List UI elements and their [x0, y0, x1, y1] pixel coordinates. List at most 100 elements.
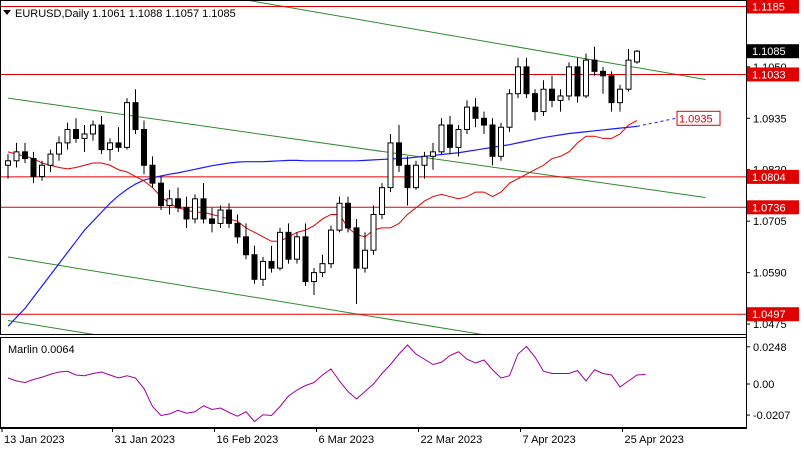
candle-bear	[226, 209, 232, 224]
level-label-box	[747, 169, 799, 184]
candle-bull	[56, 142, 62, 155]
candle-bear	[115, 142, 122, 148]
candle-bull	[617, 88, 623, 104]
level-label-text: 1.1033	[752, 69, 786, 81]
candle-bull	[64, 128, 71, 144]
candle-bull	[319, 263, 326, 274]
level-label-text: 1.0804	[752, 172, 786, 184]
level-label-box	[747, 307, 799, 322]
candle-bull	[336, 202, 343, 231]
candle-bear	[141, 128, 147, 166]
candle-bull	[107, 142, 113, 151]
candlesticks	[5, 46, 640, 304]
candle-bull	[217, 209, 224, 224]
candle-bull	[328, 229, 334, 265]
candle-bull	[294, 236, 300, 260]
candle-bear	[132, 102, 139, 130]
ma-fast-line	[7, 120, 638, 242]
candle-bear	[472, 106, 479, 119]
candle-bear	[200, 198, 207, 220]
osc-tick-label: -0.0207	[753, 410, 790, 422]
candle-bull	[311, 272, 317, 283]
candle-bear	[591, 59, 598, 72]
date-axis-labels: 13 Jan 2023 31 Jan 2023 16 Feb 2023 6 Mar 2…	[1, 428, 684, 446]
oscillator-line	[7, 344, 646, 423]
ma-projection-line	[636, 117, 677, 127]
candle-bear	[345, 202, 351, 229]
osc-tick-label: 0.0248	[753, 342, 787, 354]
candle-bear	[404, 164, 411, 189]
candle-bull	[625, 59, 632, 90]
osc-tick-label: 0.00	[753, 379, 774, 391]
indicator-panel-frame	[0, 337, 747, 428]
candle-bull	[370, 213, 377, 251]
symbol-dropdown-icon[interactable]	[3, 10, 11, 15]
price-tick-label: 1.0705	[753, 216, 787, 228]
ma-projection-box	[676, 110, 721, 126]
candle-bull	[387, 142, 394, 189]
candle-bull	[192, 198, 198, 220]
date-tick-label: 16 Feb 2023	[217, 434, 279, 446]
symbol-header: EURUSD,Daily 1.1061 1.1088 1.1057 1.1085	[15, 8, 236, 20]
candle-bull	[421, 155, 428, 166]
candle-bull	[430, 151, 436, 157]
candle-bull	[557, 95, 564, 101]
candle-bear	[481, 117, 487, 126]
candle-bull	[5, 160, 11, 166]
date-tick-label: 7 Apr 2023	[523, 434, 576, 446]
oscillator-series	[7, 344, 646, 423]
date-tick-label: 31 Jan 2023	[115, 434, 176, 446]
candle-bear	[175, 198, 181, 209]
candle-bear	[98, 124, 105, 151]
candle-bull	[47, 153, 54, 166]
candle-bear	[489, 124, 496, 157]
candle-bull	[362, 249, 368, 269]
level-label-box	[747, 67, 799, 82]
level-labels: 1.1185 1.1033 1.0804 1.0736 1.0497 1.1085	[747, 0, 799, 322]
candle-bear	[73, 128, 79, 139]
candle-bull	[455, 128, 462, 148]
candle-bear	[608, 75, 615, 104]
candle-bull	[506, 93, 513, 128]
candle-bull	[166, 198, 173, 207]
candle-bull	[277, 231, 283, 269]
candle-bear	[183, 207, 190, 220]
date-tick-label: 13 Jan 2023	[4, 434, 65, 446]
price-tick-label: 1.0475	[753, 319, 787, 331]
candle-bull	[438, 124, 445, 153]
level-label-text: 1.0497	[752, 309, 786, 321]
candle-bull	[81, 133, 88, 139]
candle-bear	[396, 142, 402, 166]
level-label-box	[747, 0, 799, 14]
candle-bull	[498, 126, 504, 157]
candle-bear	[158, 182, 164, 207]
date-tick-label: 22 Mar 2023	[421, 434, 483, 446]
candle-bull	[379, 187, 385, 215]
candle-bear	[285, 231, 292, 260]
level-label-text: 1.0736	[752, 202, 786, 214]
candle-bear	[268, 260, 275, 269]
date-tick-label: 6 Mar 2023	[319, 434, 375, 446]
horizontal-levels	[1, 5, 746, 315]
candle-bear	[447, 124, 453, 148]
level-label-text: 1.1185	[752, 1, 785, 13]
candle-bear	[600, 70, 606, 77]
candle-bear	[523, 66, 530, 95]
candle-bear	[353, 227, 360, 269]
indicator-label: Marlin 0.0064	[8, 344, 75, 356]
candle-bull	[515, 66, 521, 95]
candle-bear	[149, 164, 156, 184]
candle-bear	[549, 88, 555, 101]
candle-bear	[209, 218, 215, 224]
current-price-box	[747, 44, 799, 59]
candle-bull	[260, 260, 266, 280]
price-tick-label: 1.0590	[753, 268, 787, 280]
candle-bull	[464, 106, 470, 130]
candle-bull	[413, 164, 419, 189]
candle-bull	[13, 151, 20, 162]
candle-bull	[39, 164, 45, 177]
candle-bull	[540, 88, 547, 113]
candle-bear	[30, 158, 37, 177]
ma-projection-label: 1.0935	[679, 113, 713, 125]
